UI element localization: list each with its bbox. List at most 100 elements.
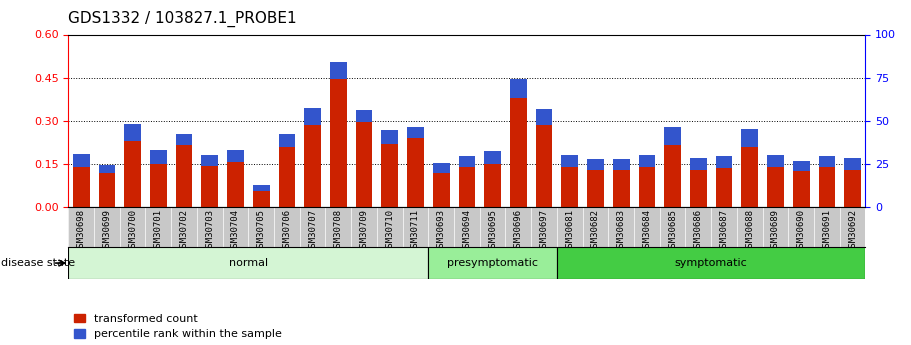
Bar (664, 127, 681, 145)
Bar (201, 155, 218, 166)
Bar (227, 162, 244, 207)
Bar (176, 145, 192, 207)
Text: GSM30687: GSM30687 (720, 209, 729, 252)
Bar (382, 144, 398, 207)
Bar (716, 156, 732, 168)
Bar (124, 124, 141, 141)
Text: normal: normal (229, 258, 268, 268)
Bar (150, 150, 167, 165)
Bar (587, 170, 604, 207)
Bar (428, 247, 557, 279)
Bar (330, 79, 347, 207)
Text: GSM30682: GSM30682 (591, 209, 600, 252)
Text: GSM30702: GSM30702 (179, 209, 189, 252)
Bar (73, 155, 89, 167)
Bar (510, 98, 527, 207)
Bar (458, 156, 476, 167)
Bar (664, 145, 681, 207)
Bar (844, 158, 861, 170)
Text: GSM30710: GSM30710 (385, 209, 394, 252)
Bar (304, 125, 321, 207)
Text: GSM30704: GSM30704 (231, 209, 240, 252)
Bar (201, 166, 218, 207)
Text: GSM30688: GSM30688 (745, 209, 754, 252)
Text: GSM30681: GSM30681 (565, 209, 574, 252)
Bar (690, 170, 707, 207)
Bar (304, 108, 321, 125)
Bar (176, 134, 192, 145)
Bar (98, 173, 116, 207)
Bar (279, 134, 295, 147)
Bar (150, 165, 167, 207)
Text: GSM30706: GSM30706 (282, 209, 292, 252)
Bar (382, 130, 398, 144)
Text: GSM30703: GSM30703 (205, 209, 214, 252)
Bar (407, 127, 424, 138)
Text: GSM30691: GSM30691 (823, 209, 832, 252)
Bar (536, 109, 552, 125)
Text: GSM30683: GSM30683 (617, 209, 626, 252)
Text: GSM30707: GSM30707 (308, 209, 317, 252)
Text: disease state: disease state (1, 258, 75, 268)
Bar (124, 141, 141, 207)
Bar (355, 110, 373, 122)
Bar (793, 171, 810, 207)
Text: symptomatic: symptomatic (675, 258, 748, 268)
Bar (98, 165, 116, 173)
Bar (536, 125, 552, 207)
Bar (844, 170, 861, 207)
Text: GSM30711: GSM30711 (411, 209, 420, 252)
Text: GSM30685: GSM30685 (668, 209, 677, 252)
Bar (458, 167, 476, 207)
Text: GSM30698: GSM30698 (77, 209, 86, 252)
Text: GSM30696: GSM30696 (514, 209, 523, 252)
Text: GSM30699: GSM30699 (102, 209, 111, 252)
Text: GSM30684: GSM30684 (642, 209, 651, 252)
Text: GSM30690: GSM30690 (796, 209, 805, 252)
Bar (68, 247, 428, 279)
Bar (690, 158, 707, 170)
Bar (253, 186, 270, 191)
Text: GDS1332 / 103827.1_PROBE1: GDS1332 / 103827.1_PROBE1 (68, 10, 297, 27)
Bar (561, 155, 578, 167)
Bar (587, 159, 604, 170)
Bar (613, 159, 630, 170)
Bar (485, 151, 501, 165)
Bar (639, 155, 655, 167)
Bar (510, 79, 527, 98)
Text: GSM30700: GSM30700 (128, 209, 138, 252)
Bar (716, 168, 732, 207)
Text: GSM30695: GSM30695 (488, 209, 497, 252)
Legend: transformed count, percentile rank within the sample: transformed count, percentile rank withi… (74, 314, 281, 339)
Bar (227, 150, 244, 162)
Bar (557, 247, 865, 279)
Bar (355, 122, 373, 207)
Bar (639, 167, 655, 207)
Bar (433, 173, 449, 207)
Text: GSM30694: GSM30694 (463, 209, 471, 252)
Text: GSM30701: GSM30701 (154, 209, 163, 252)
Text: GSM30709: GSM30709 (360, 209, 369, 252)
Bar (330, 62, 347, 79)
Bar (818, 156, 835, 167)
Bar (767, 167, 783, 207)
Text: GSM30689: GSM30689 (771, 209, 780, 252)
Bar (253, 191, 270, 207)
Text: presymptomatic: presymptomatic (447, 258, 538, 268)
Bar (433, 163, 449, 173)
Text: GSM30692: GSM30692 (848, 209, 857, 252)
Text: GSM30686: GSM30686 (694, 209, 702, 252)
Text: GSM30708: GSM30708 (333, 209, 343, 252)
Text: GSM30705: GSM30705 (257, 209, 266, 252)
Bar (613, 170, 630, 207)
Bar (818, 167, 835, 207)
Bar (485, 165, 501, 207)
Text: GSM30697: GSM30697 (539, 209, 548, 252)
Bar (73, 167, 89, 207)
Bar (407, 138, 424, 207)
Text: GSM30693: GSM30693 (436, 209, 445, 252)
Bar (742, 147, 758, 207)
Bar (767, 155, 783, 167)
Bar (793, 161, 810, 171)
Bar (561, 167, 578, 207)
